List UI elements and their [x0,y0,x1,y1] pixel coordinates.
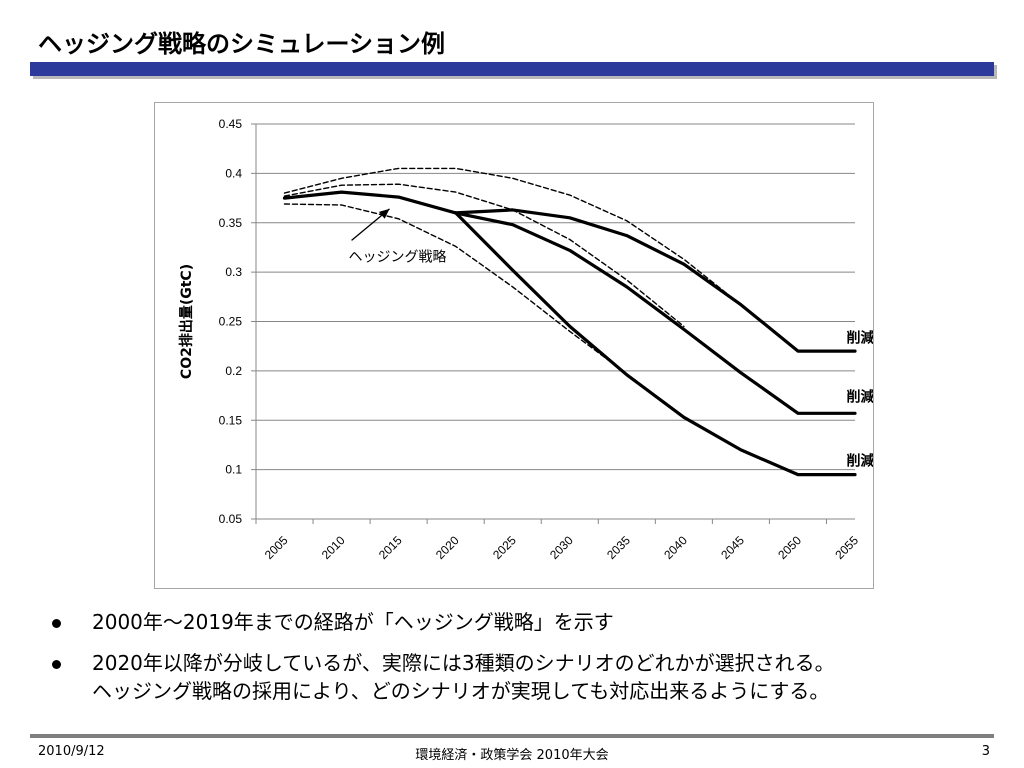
title-underline-bar [30,62,994,76]
y-tick-label: 0.05 [219,512,243,526]
x-tick-label: 2025 [490,533,519,562]
dashed-series-line [283,203,628,375]
co2-emission-line-chart: 0.05 0.1 0.15 0.2 0.25 0.3 0.35 0.4 0.45 2005 2010… [178,117,873,562]
footer-conference: 環境経済・政策学会 2010年大会 [415,748,609,763]
series-lines [282,167,857,477]
dashed-series-line [283,167,742,306]
gridlines [256,123,855,471]
y-tick-label: 0.2 [225,364,242,378]
scenario-label: 削減量中 [847,389,873,406]
dashed-series-line [283,183,685,328]
chart-frame: 0.05 0.1 0.15 0.2 0.25 0.3 0.35 0.4 0.45 2005 2010… [154,102,874,589]
bullet-text: 2020年以降が分岐しているが、実際には3種類のシナリオのどれかが選択される。 [92,651,835,675]
axes [251,123,855,524]
footer-divider [30,734,994,738]
page-number: 3 [981,744,990,759]
y-tick-label: 0.25 [219,315,243,329]
y-tick-label: 0.1 [225,463,242,477]
bullet-item: 2020年以降が分岐しているが、実際には3種類のシナリオのどれかが選択される。 … [48,649,1008,705]
annotation-arrowhead [378,208,390,219]
bullet-dot [52,619,61,628]
solid-series-line [454,211,857,415]
x-tick-label: 2010 [319,533,348,562]
x-tick-label: 2005 [262,533,291,562]
bullet-list: 2000年〜2019年までの経路が「ヘッジング戦略」を示す 2020年以降が分岐… [48,608,1008,718]
y-tick-label: 0.15 [219,413,243,427]
scenario-label: 削減量小 [847,329,873,346]
y-tick-label: 0.45 [219,117,243,131]
chart-labels: 0.05 0.1 0.15 0.2 0.25 0.3 0.35 0.4 0.45 2005 2010… [178,117,873,562]
y-axis-title: CO2排出量(GtC) [178,264,195,379]
footer-date: 2010/9/12 [38,744,105,759]
bullet-text: ヘッジング戦略の採用により、どのシナリオが実現しても対応出来るようにする。 [92,679,830,703]
x-tick-label: 2020 [433,533,462,562]
y-tick-label: 0.3 [225,265,242,279]
slide-title: ヘッジング戦略のシミュレーション例 [38,30,446,58]
x-tick-label: 2040 [661,533,690,562]
solid-series-line [282,190,458,215]
y-tick-label: 0.4 [225,166,242,180]
bullet-item: 2000年〜2019年までの経路が「ヘッジング戦略」を示す [48,608,1008,636]
solid-series-line [454,208,857,353]
x-tick-label: 2035 [604,533,633,562]
x-tick-label: 2050 [775,533,804,562]
bullet-text: 2000年〜2019年までの経路が「ヘッジング戦略」を示す [92,610,614,634]
x-tick-label: 2030 [547,533,576,562]
x-tick-label: 2055 [832,533,861,562]
bullet-dot [52,660,61,669]
hedging-strategy-label: ヘッジング戦略 [348,249,446,265]
solid-series-line [454,211,857,477]
y-tick-label: 0.35 [219,216,243,230]
x-tick-label: 2015 [376,533,405,562]
x-tick-label: 2045 [718,533,747,562]
scenario-label: 削減量大 [847,453,873,470]
